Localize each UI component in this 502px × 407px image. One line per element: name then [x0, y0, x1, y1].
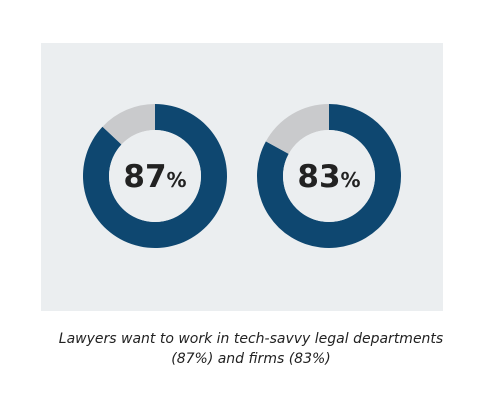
donut-1-filled-slice — [83, 104, 228, 248]
donut-1-remainder-slice — [102, 104, 155, 145]
caption: Lawyers want to work in tech-savvy legal… — [0, 329, 502, 369]
donut-2-filled-slice — [257, 104, 402, 248]
donut-2-center-label: 83% — [297, 159, 360, 195]
donut-1-center-value: 87 — [123, 159, 166, 195]
donut-2-remainder-slice — [265, 104, 329, 154]
donut-1-center-unit: % — [167, 168, 187, 192]
donut-1-center-label: 87% — [123, 159, 186, 195]
donut-2-hole — [283, 130, 375, 222]
donut-2-center-value: 83 — [297, 159, 340, 195]
caption-line-2: (87%) and firms (83%) — [171, 351, 331, 367]
donut-1-hole — [109, 130, 201, 222]
donut-2-center-unit: % — [341, 168, 361, 192]
caption-line-1: Lawyers want to work in tech-savvy legal… — [58, 331, 444, 347]
